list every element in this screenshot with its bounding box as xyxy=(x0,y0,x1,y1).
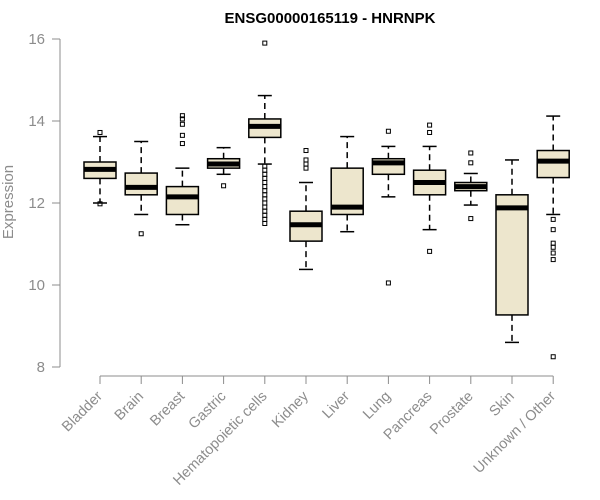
outlier-point xyxy=(262,171,268,177)
outlier-point xyxy=(427,122,433,128)
outlier-point xyxy=(468,160,474,166)
outlier-point xyxy=(427,248,433,254)
outlier-point xyxy=(262,216,268,222)
outlier-point xyxy=(179,113,185,119)
outlier-point xyxy=(97,201,103,207)
outlier-point xyxy=(550,244,556,250)
box-iqr xyxy=(165,185,200,216)
outlier-point xyxy=(179,121,185,127)
outlier-point xyxy=(262,167,268,173)
outlier-point xyxy=(550,227,556,233)
outlier-point xyxy=(468,150,474,156)
outlier-point xyxy=(550,257,556,263)
outlier-point xyxy=(262,175,268,181)
outlier-point xyxy=(303,161,309,167)
outlier-point xyxy=(385,128,391,134)
box-group xyxy=(536,115,570,360)
boxes xyxy=(83,40,570,360)
outlier-point xyxy=(262,192,268,198)
box-group xyxy=(495,159,529,344)
outlier-point xyxy=(262,40,268,46)
x-tick-label: Lung xyxy=(360,389,394,423)
outlier-point xyxy=(550,240,556,246)
outlier-point xyxy=(179,141,185,147)
x-tick-label: Kidney xyxy=(269,388,312,431)
box-iqr xyxy=(536,149,570,179)
x-tick-label: Breast xyxy=(147,389,188,430)
x-tick-label: Skin xyxy=(487,389,518,420)
box-group xyxy=(454,150,488,222)
outlier-point xyxy=(303,157,309,163)
outlier-point xyxy=(262,180,268,185)
y-axis: 8 10 12 14 16 xyxy=(28,31,61,376)
outlier-point xyxy=(468,216,474,222)
box-group xyxy=(289,148,323,271)
y-tick-label: 12 xyxy=(28,195,45,212)
x-tick-label: Bladder xyxy=(59,388,106,435)
outlier-point xyxy=(303,148,309,154)
outlier-point xyxy=(303,165,309,171)
x-tick-label: Liver xyxy=(319,388,353,422)
outlier-point xyxy=(550,216,556,222)
outlier-point xyxy=(179,116,185,122)
outlier-point xyxy=(262,184,268,190)
y-tick-label: 16 xyxy=(28,31,45,48)
box-group xyxy=(412,122,447,254)
outlier-point xyxy=(262,188,268,194)
y-tick-label: 10 xyxy=(28,277,45,294)
y-axis-label: Expression xyxy=(0,165,17,239)
x-tick-label: Brain xyxy=(112,389,147,424)
outlier-point xyxy=(262,204,268,210)
outlier-point xyxy=(221,183,227,189)
outlier-point xyxy=(550,354,556,360)
y-tick-label: 8 xyxy=(37,359,45,376)
outlier-point xyxy=(262,212,268,218)
box-iqr xyxy=(124,172,158,196)
x-tick-label: Prostate xyxy=(427,389,476,438)
box-group xyxy=(330,135,364,233)
outlier-point xyxy=(550,250,556,256)
chart-title: ENSG00000165119 - HNRNPK xyxy=(225,10,436,27)
outlier-point xyxy=(427,129,433,135)
box-iqr xyxy=(495,194,529,316)
y-tick-label: 14 xyxy=(28,113,45,130)
outlier-point xyxy=(262,196,268,202)
outlier-point xyxy=(385,280,391,286)
outlier-point xyxy=(97,129,103,135)
box-group xyxy=(124,140,158,237)
outlier-point xyxy=(138,231,144,237)
outlier-point xyxy=(262,221,268,226)
box-group xyxy=(248,40,282,226)
box-group xyxy=(83,129,117,207)
outlier-point xyxy=(179,132,185,138)
box-group xyxy=(165,113,200,226)
outlier-point xyxy=(262,200,268,206)
box-group xyxy=(371,128,406,286)
box-group xyxy=(206,146,241,189)
outlier-point xyxy=(262,208,268,214)
